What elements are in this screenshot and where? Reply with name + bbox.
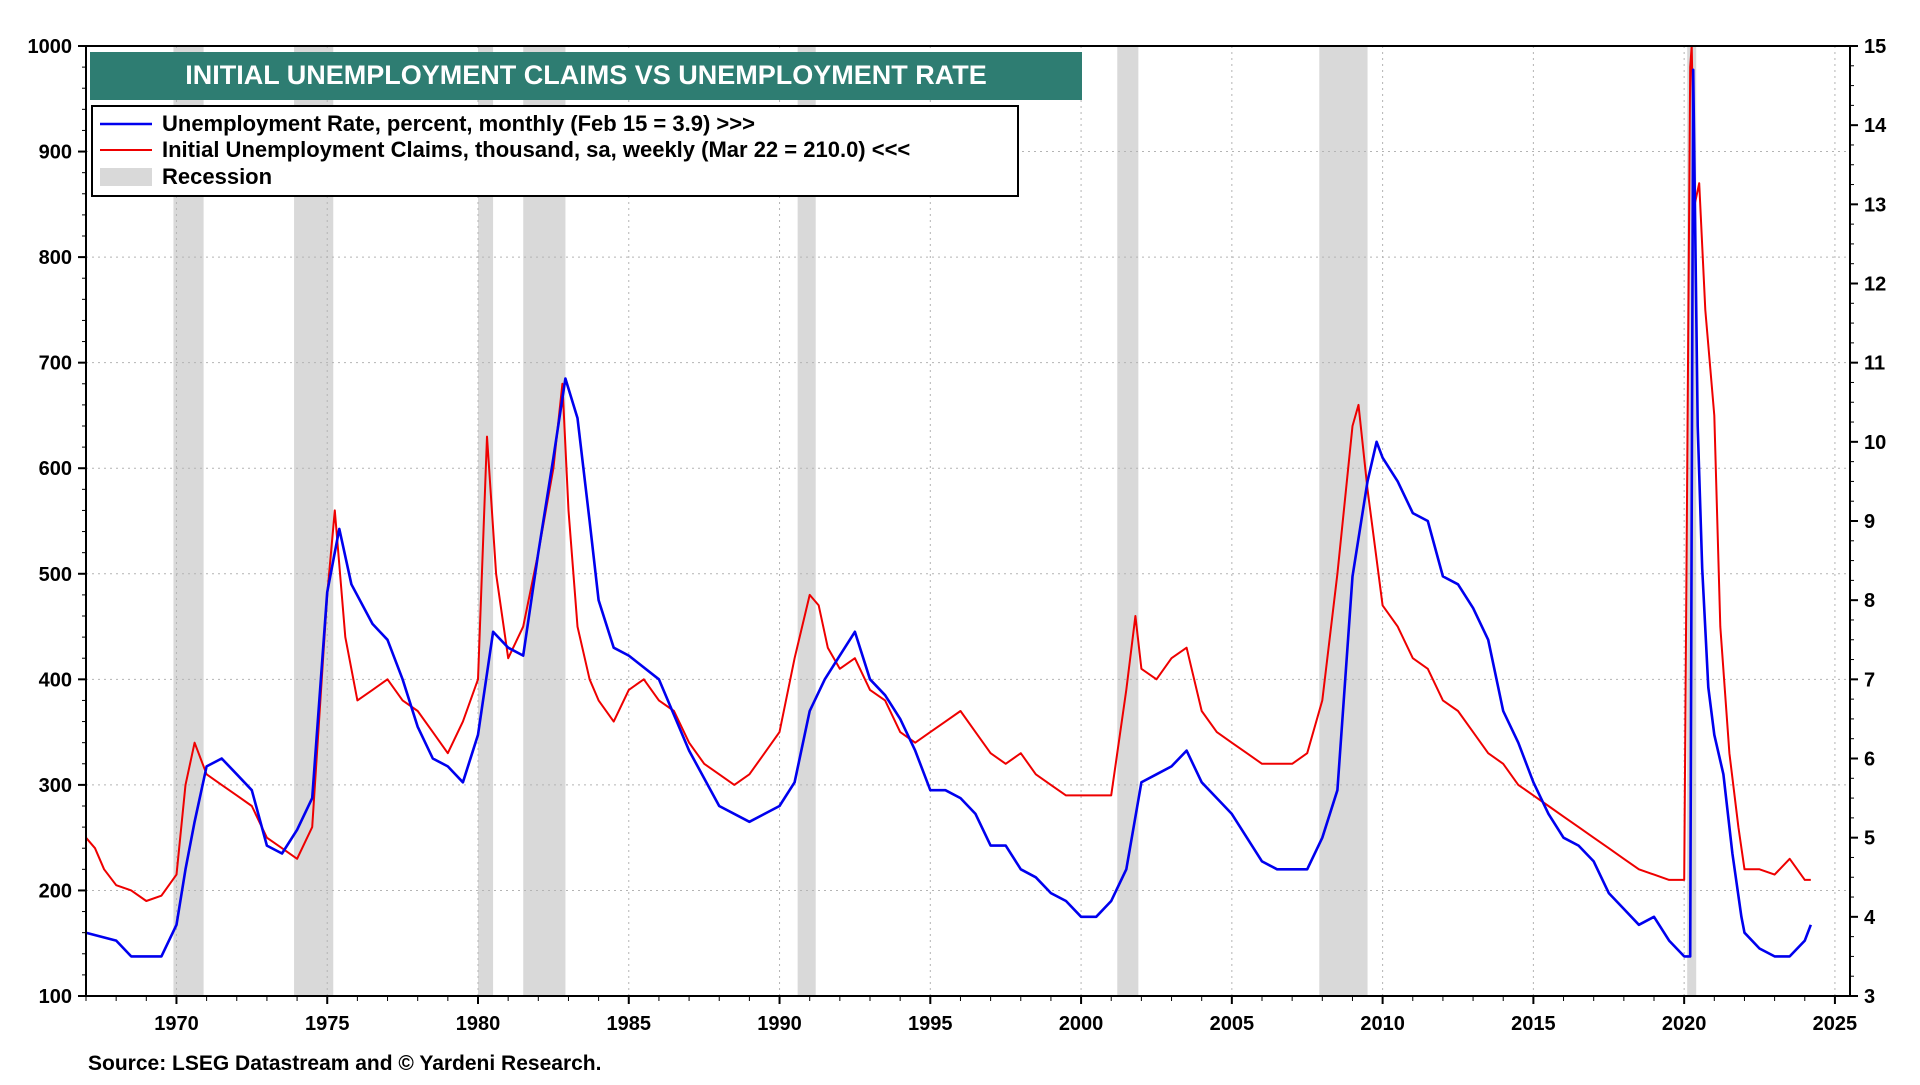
chart-title-background — [90, 52, 1082, 100]
right-axis-tick-label: 8 — [1864, 590, 1875, 612]
right-axis: 3 4 5 6 7 8 9 10 11 12 13 14 15 — [1850, 36, 1887, 1008]
recession-band — [1117, 46, 1139, 996]
legend-label-unemployment: Unemployment Rate, percent, monthly (Feb… — [162, 111, 755, 136]
x-axis-tick-label: 2020 — [1662, 1013, 1707, 1035]
series-line-initial-claims — [85, 45, 1811, 902]
x-axis: 1970 1975 1980 1985 1990 1995 2000 2005 2010 2015… — [85, 996, 1858, 1035]
recession-band — [173, 46, 204, 996]
legend: Unemployment Rate, percent, monthly (Feb… — [91, 105, 1019, 197]
right-axis-tick-label: 9 — [1864, 511, 1875, 533]
left-axis-tick-label: 700 — [39, 353, 72, 375]
left-axis-tick-label: 900 — [39, 142, 72, 164]
x-axis-tick-label: 1975 — [305, 1013, 350, 1035]
left-axis-tick-label: 400 — [39, 669, 72, 691]
x-axis-tick-label: 1995 — [908, 1013, 953, 1035]
x-axis-tick-label: 2010 — [1360, 1013, 1405, 1035]
legend-label-claims: Initial Unemployment Claims, thousand, s… — [162, 137, 910, 162]
right-axis-tick-label: 5 — [1864, 828, 1875, 850]
right-axis-tick-label: 3 — [1864, 986, 1875, 1008]
x-axis-tick-label: 2000 — [1059, 1013, 1104, 1035]
legend-label-recession: Recession — [162, 164, 272, 189]
right-axis-tick-label: 14 — [1864, 115, 1887, 137]
recession-band — [294, 46, 334, 996]
legend-box — [91, 105, 1019, 197]
recession-band — [478, 46, 494, 996]
left-axis-tick-label: 1000 — [28, 36, 73, 58]
right-axis-tick-label: 12 — [1864, 274, 1886, 296]
right-axis-tick-label: 13 — [1864, 194, 1886, 216]
left-axis: 100 200 300 400 500 600 700 800 900 1000 — [28, 36, 86, 1008]
left-axis-tick-label: 300 — [39, 775, 72, 797]
right-axis-tick-label: 6 — [1864, 749, 1875, 771]
left-axis-tick-label: 800 — [39, 247, 72, 269]
recession-bands — [173, 46, 1697, 996]
recession-band — [797, 46, 816, 996]
left-axis-tick-label: 600 — [39, 458, 72, 480]
series-lines — [85, 45, 1813, 958]
chart-title-text: INITIAL UNEMPLOYMENT CLAIMS VS UNEMPLOYM… — [185, 60, 987, 90]
x-axis-tick-label: 2015 — [1511, 1013, 1556, 1035]
legend-swatch-recession — [100, 168, 152, 186]
x-axis-tick-label: 1980 — [456, 1013, 501, 1035]
source-note: Source: LSEG Datastream and © Yardeni Re… — [88, 1052, 601, 1075]
right-axis-tick-label: 7 — [1864, 669, 1875, 691]
right-axis-tick-label: 11 — [1864, 353, 1885, 375]
x-axis-tick-label: 2005 — [1210, 1013, 1255, 1035]
x-axis-tick-label: 1985 — [607, 1013, 652, 1035]
left-axis-tick-label: 100 — [39, 986, 72, 1008]
x-axis-tick-label: 1970 — [154, 1013, 199, 1035]
right-axis-tick-label: 4 — [1864, 907, 1876, 929]
chart-title: INITIAL UNEMPLOYMENT CLAIMS VS UNEMPLOYM… — [90, 52, 1082, 100]
right-axis-tick-label: 10 — [1864, 432, 1886, 454]
left-axis-tick-label: 200 — [39, 880, 72, 902]
series-line-unemployment-rate — [85, 68, 1813, 958]
left-axis-tick-label: 500 — [39, 564, 72, 586]
right-axis-tick-label: 15 — [1864, 36, 1886, 58]
x-axis-tick-label: 2025 — [1813, 1013, 1858, 1035]
x-axis-tick-label: 1990 — [757, 1013, 802, 1035]
